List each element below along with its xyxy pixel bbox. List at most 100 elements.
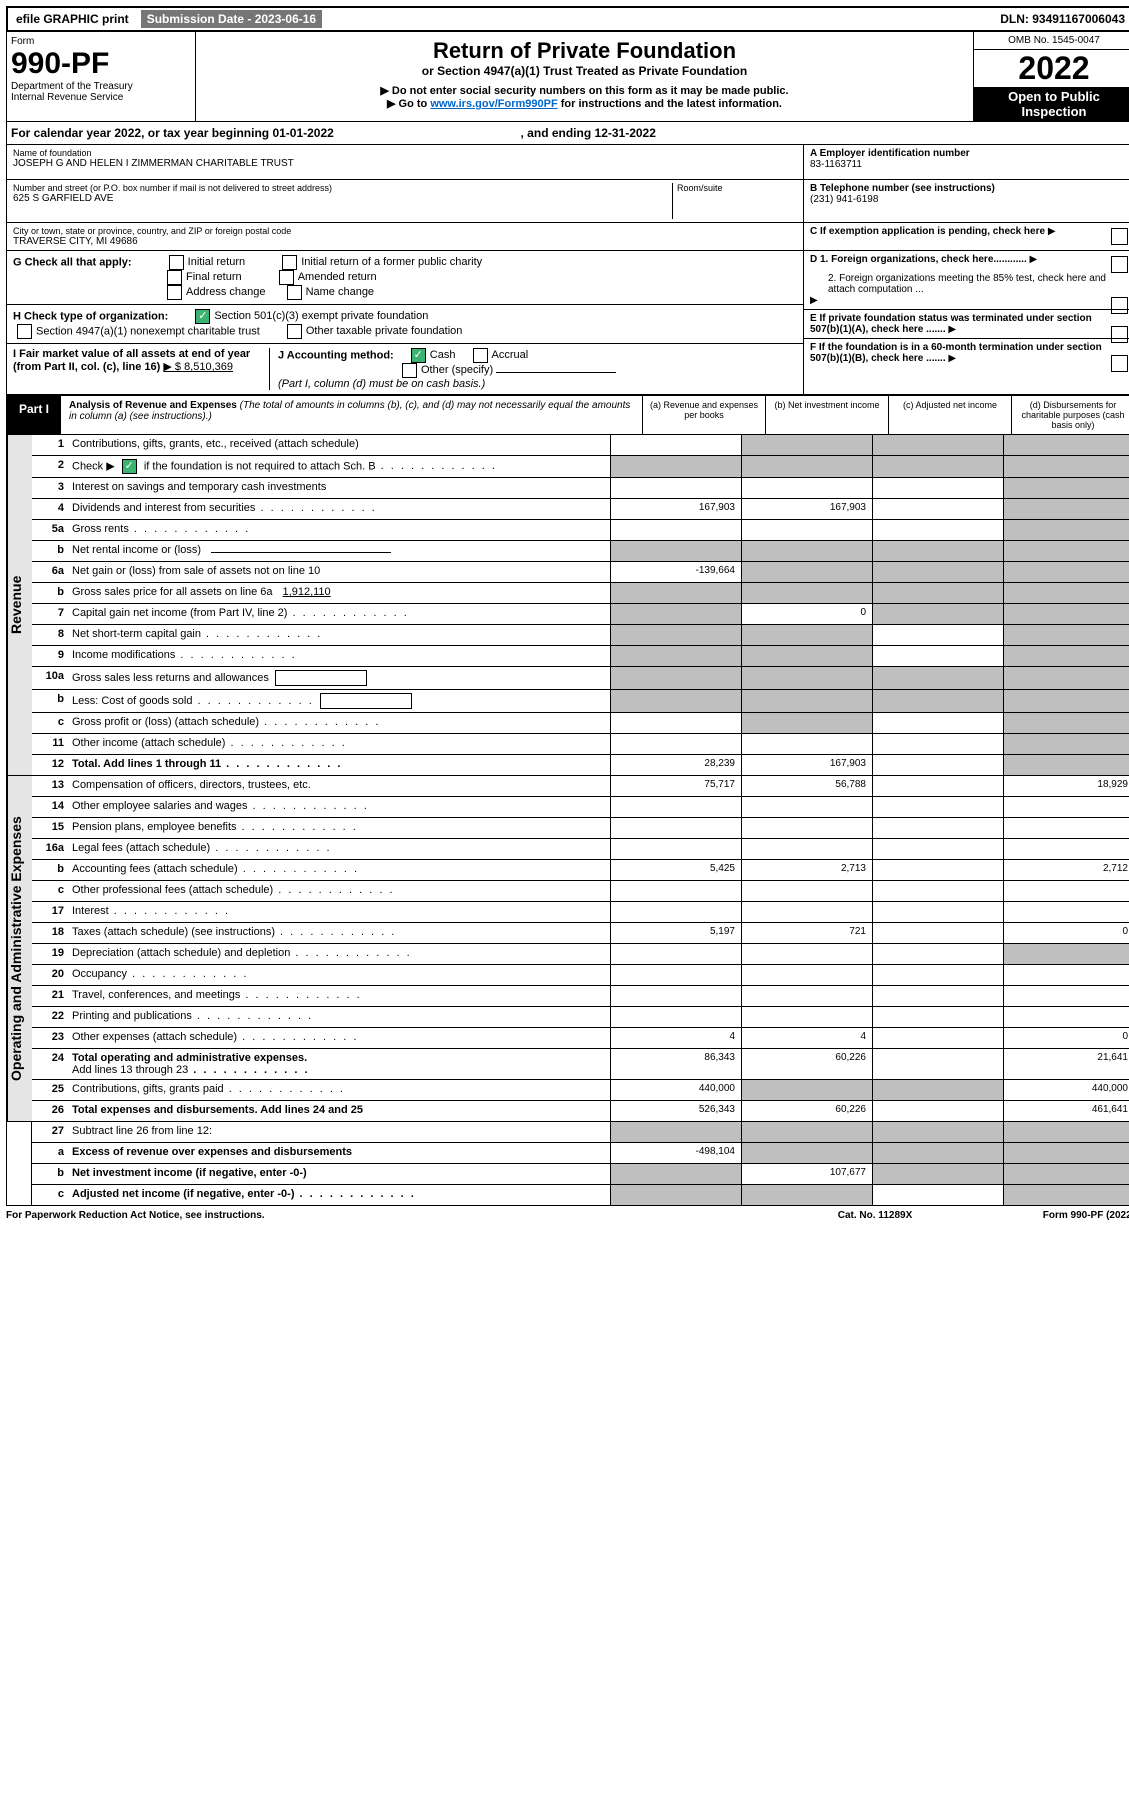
r6a: Net gain or (loss) from sale of assets n… <box>68 562 610 582</box>
line27-table: 27Subtract line 26 from line 12: aExcess… <box>6 1122 1129 1206</box>
e-checkbox[interactable] <box>1111 326 1128 343</box>
r6b-pre: Gross sales price for all assets on line… <box>72 586 273 598</box>
d2-checkbox[interactable] <box>1111 297 1128 314</box>
r24b: Add lines 13 through 23 <box>72 1064 188 1076</box>
col-c-hdr: (c) Adjusted net income <box>888 396 1011 434</box>
dept: Department of the Treasury <box>11 81 191 92</box>
r6b-val: 1,912,110 <box>283 586 331 598</box>
form-header: Form 990-PF Department of the Treasury I… <box>6 32 1129 122</box>
chk-initial-return[interactable] <box>169 255 184 270</box>
foundation-info: Name of foundation JOSEPH G AND HELEN I … <box>6 145 1129 251</box>
h-label: H Check type of organization: <box>13 310 168 322</box>
r10b: Less: Cost of goods sold <box>72 695 192 707</box>
r16c: Other professional fees (attach schedule… <box>72 884 273 896</box>
r5a: Gross rents <box>72 523 129 535</box>
f-checkbox[interactable] <box>1111 355 1128 372</box>
room-label: Room/suite <box>677 183 797 193</box>
chk-4947[interactable] <box>17 324 32 339</box>
note2-prefix: ▶ Go to <box>387 98 430 110</box>
j-other: Other (specify) <box>421 364 493 376</box>
chk-accrual[interactable] <box>473 348 488 363</box>
chk-final-return[interactable] <box>167 270 182 285</box>
irs: Internal Revenue Service <box>11 92 191 103</box>
r12: Total. Add lines 1 through 11 <box>72 758 221 770</box>
r24a-v: 86,343 <box>610 1049 741 1079</box>
r27a-a: -498,104 <box>610 1143 741 1163</box>
ein: 83-1163711 <box>810 159 1128 170</box>
chk-name-change[interactable] <box>287 285 302 300</box>
d2: 2. Foreign organizations meeting the 85%… <box>810 273 1128 295</box>
open-to-public: Open to Public Inspection <box>974 87 1129 121</box>
g-opt1: Initial return of a former public charit… <box>301 256 482 268</box>
r16ba: 5,425 <box>610 860 741 880</box>
name-label: Name of foundation <box>13 148 797 158</box>
r16a: Legal fees (attach schedule) <box>72 842 210 854</box>
r2-post: if the foundation is not required to att… <box>144 460 376 472</box>
cal-year-begin: For calendar year 2022, or tax year begi… <box>11 126 334 140</box>
j-label: J Accounting method: <box>278 349 394 361</box>
r11: Other income (attach schedule) <box>72 737 225 749</box>
submission-date: Submission Date - 2023-06-16 <box>141 10 322 28</box>
part1-header: Part I Analysis of Revenue and Expenses … <box>6 395 1129 435</box>
g-opt3: Amended return <box>298 271 377 283</box>
chk-initial-former[interactable] <box>282 255 297 270</box>
foundation-name: JOSEPH G AND HELEN I ZIMMERMAN CHARITABL… <box>13 158 797 169</box>
r18a: 5,197 <box>610 923 741 943</box>
r15: Pension plans, employee benefits <box>72 821 237 833</box>
g-opt4: Address change <box>186 286 266 298</box>
chk-amended[interactable] <box>279 270 294 285</box>
c-label: C If exemption application is pending, c… <box>810 226 1045 237</box>
chk-cash[interactable] <box>411 348 426 363</box>
r3: Interest on savings and temporary cash i… <box>68 478 610 498</box>
c-checkbox[interactable] <box>1111 228 1128 245</box>
r25d: 440,000 <box>1003 1080 1129 1100</box>
r9: Income modifications <box>72 649 175 661</box>
r23d: 0 <box>1003 1028 1129 1048</box>
col-a-hdr: (a) Revenue and expenses per books <box>642 396 765 434</box>
part1-title: Analysis of Revenue and Expenses <box>69 400 237 411</box>
revenue-table: Revenue 1Contributions, gifts, grants, e… <box>6 435 1129 776</box>
j-cash: Cash <box>430 349 456 361</box>
r18: Taxes (attach schedule) (see instruction… <box>72 926 275 938</box>
h-opt2: Section 4947(a)(1) nonexempt charitable … <box>36 325 260 337</box>
g-opt0: Initial return <box>188 256 245 268</box>
r5b: Net rental income or (loss) <box>72 544 201 556</box>
r18d: 0 <box>1003 923 1129 943</box>
r27a: Excess of revenue over expenses and disb… <box>68 1143 610 1163</box>
r13d: 18,929 <box>1003 776 1129 796</box>
cal-year-end: , and ending 12-31-2022 <box>521 126 656 140</box>
d1-checkbox[interactable] <box>1111 256 1128 273</box>
chk-other-taxable[interactable] <box>287 324 302 339</box>
g-opt2: Final return <box>186 271 242 283</box>
g-label: G Check all that apply: <box>13 256 132 268</box>
r26: Total expenses and disbursements. Add li… <box>68 1101 610 1121</box>
r1: Contributions, gifts, grants, etc., rece… <box>68 435 610 455</box>
phone: (231) 941-6198 <box>810 194 1128 205</box>
r7b: 0 <box>741 604 872 624</box>
r20: Occupancy <box>72 968 127 980</box>
chk-other-method[interactable] <box>402 363 417 378</box>
r23a: 4 <box>610 1028 741 1048</box>
part1-label: Part I <box>7 396 61 434</box>
city-label: City or town, state or province, country… <box>13 226 797 236</box>
r17: Interest <box>72 905 109 917</box>
r4: Dividends and interest from securities <box>72 502 255 514</box>
r22: Printing and publications <box>72 1010 192 1022</box>
chk-501c3[interactable] <box>195 309 210 324</box>
j-note: (Part I, column (d) must be on cash basi… <box>278 378 485 390</box>
r7: Capital gain net income (from Part IV, l… <box>72 607 287 619</box>
r27c: Adjusted net income (if negative, enter … <box>72 1188 294 1200</box>
i-val: ▶ $ 8,510,369 <box>163 361 233 373</box>
g-opt5: Name change <box>306 286 375 298</box>
r13b: 56,788 <box>741 776 872 796</box>
d1: D 1. Foreign organizations, check here..… <box>810 254 1027 265</box>
chk-schb[interactable] <box>122 459 137 474</box>
r24d-v: 21,641 <box>1003 1049 1129 1079</box>
section-ghij: G Check all that apply: Initial return I… <box>6 251 1129 395</box>
r27b-b: 107,677 <box>741 1164 872 1184</box>
form990pf-link[interactable]: www.irs.gov/Form990PF <box>430 98 557 110</box>
street: 625 S GARFIELD AVE <box>13 193 672 204</box>
r12b: 167,903 <box>741 755 872 775</box>
chk-address-change[interactable] <box>167 285 182 300</box>
footer-mid: Cat. No. 11289X <box>775 1210 975 1221</box>
